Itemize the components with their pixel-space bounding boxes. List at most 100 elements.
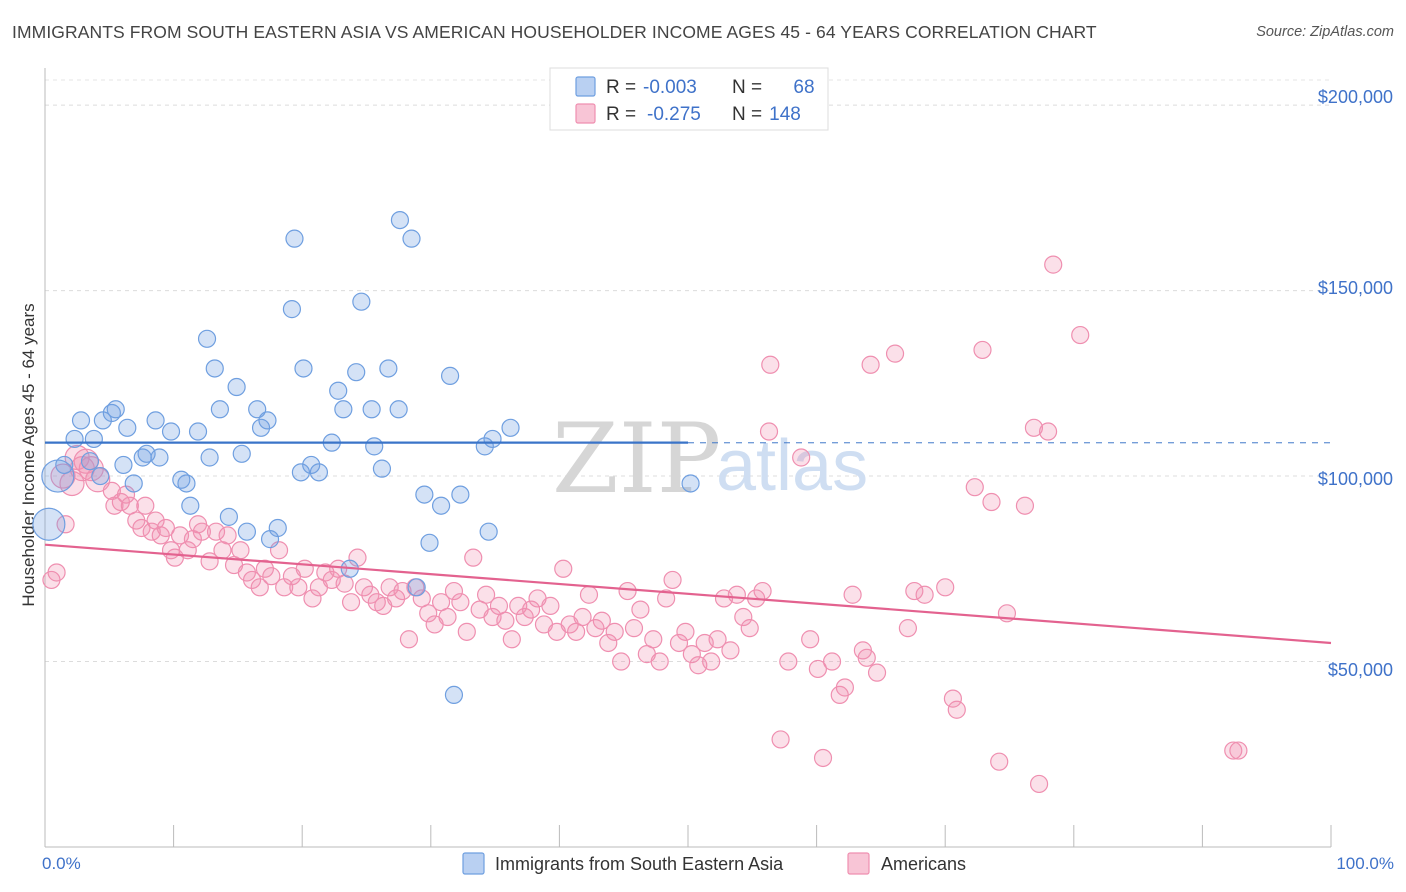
- legend-swatch-americans: [847, 852, 870, 875]
- legend-swatch-blue: [575, 76, 596, 97]
- immigrants-point: [161, 422, 181, 441]
- americans-point: [592, 611, 611, 630]
- y-tick-label: $150,000: [1318, 278, 1393, 298]
- immigrants-point: [268, 518, 287, 538]
- americans-point: [905, 581, 924, 601]
- americans-point: [515, 607, 534, 627]
- americans-point: [965, 478, 984, 497]
- americans-point: [771, 730, 790, 749]
- americans-point: [822, 652, 842, 671]
- americans-point: [206, 522, 226, 541]
- x-tick-label-min: 0.0%: [42, 854, 81, 873]
- americans-point: [734, 607, 753, 627]
- americans-point: [541, 596, 560, 615]
- americans-point: [218, 526, 237, 545]
- americans-point: [156, 518, 175, 538]
- legend-r-label: R =: [606, 104, 636, 125]
- americans-point: [947, 700, 966, 719]
- immigrants-point: [55, 455, 74, 475]
- americans-point: [386, 589, 406, 608]
- americans-point: [761, 355, 780, 374]
- legend-n-label: N =: [732, 104, 762, 125]
- americans-point: [669, 633, 689, 653]
- americans-point: [361, 585, 380, 604]
- immigrants-point: [362, 400, 381, 419]
- americans-point: [262, 567, 281, 586]
- americans-point: [801, 630, 820, 649]
- immigrants-point: [285, 229, 304, 248]
- americans-point: [779, 652, 798, 671]
- legend-n-label: N =: [732, 77, 762, 98]
- americans-point: [295, 559, 314, 578]
- immigrants-point: [365, 437, 384, 456]
- americans-point: [936, 578, 955, 597]
- americans-point: [457, 622, 476, 641]
- immigrants-point: [150, 448, 169, 467]
- immigrants-point: [402, 229, 421, 248]
- americans-point: [973, 340, 992, 360]
- x-tick-label-max: 100.0%: [1336, 854, 1394, 873]
- americans-point: [399, 630, 419, 649]
- immigrants-point: [197, 329, 217, 348]
- americans-point: [676, 622, 695, 641]
- legend-series-immigrants: Immigrants from South Eastern Asia: [495, 854, 784, 874]
- legend-r-value: -0.003: [643, 77, 697, 98]
- immigrants-point: [232, 444, 251, 463]
- immigrants-point: [282, 300, 302, 319]
- immigrants-point: [444, 685, 464, 705]
- watermark-zip: ZIP: [552, 403, 721, 515]
- americans-point: [419, 604, 438, 623]
- immigrants-point: [227, 377, 246, 397]
- immigrants-point: [334, 400, 353, 419]
- americans-point: [47, 563, 66, 582]
- stats-legend: R = -0.003 N = 68 R = -0.275 N = 148: [549, 67, 829, 131]
- immigrants-point: [309, 463, 329, 482]
- americans-point: [1229, 741, 1248, 760]
- americans-point: [354, 578, 374, 597]
- immigrants-point: [451, 485, 470, 504]
- immigrants-point: [372, 459, 392, 478]
- trend-lines: [44, 441, 1332, 645]
- americans-point: [857, 648, 876, 667]
- immigrants-point: [379, 359, 398, 378]
- americans-point: [740, 619, 759, 638]
- americans-series: [42, 255, 1248, 794]
- legend-r-value: -0.275: [647, 104, 701, 125]
- americans-point: [476, 585, 496, 604]
- immigrants-point: [181, 496, 200, 515]
- legend-swatch-immigrants: [462, 852, 485, 875]
- americans-point: [502, 630, 521, 649]
- americans-point: [721, 641, 740, 660]
- immigrants-point: [210, 400, 229, 419]
- immigrants-point: [483, 429, 502, 449]
- americans-point: [943, 689, 963, 708]
- americans-point: [573, 607, 592, 627]
- americans-point: [631, 600, 650, 619]
- americans-point: [644, 630, 663, 649]
- americans-point: [496, 611, 515, 630]
- americans-point: [438, 607, 457, 627]
- immigrants-point: [205, 359, 224, 378]
- immigrants-point: [71, 411, 91, 430]
- y-tick-labels: $200,000 $150,000 $100,000 $50,000: [1318, 87, 1393, 680]
- americans-point: [341, 593, 361, 612]
- immigrants-point: [80, 452, 100, 471]
- immigrants-point: [84, 429, 103, 449]
- immigrants-point: [681, 474, 700, 493]
- immigrants-point: [237, 522, 257, 541]
- americans-point: [612, 652, 631, 671]
- americans-trend-line: [44, 543, 1332, 645]
- immigrants-point: [420, 533, 439, 552]
- americans-point: [618, 581, 637, 601]
- immigrants-point: [118, 418, 137, 437]
- americans-point: [843, 585, 862, 604]
- americans-point: [605, 622, 624, 641]
- americans-point: [554, 559, 573, 578]
- americans-point: [1015, 496, 1035, 515]
- immigrants-point: [91, 466, 110, 486]
- immigrants-point: [65, 429, 84, 449]
- legend-r-label: R =: [606, 77, 636, 98]
- immigrants-point: [431, 496, 451, 515]
- gridlines: [45, 79, 1331, 663]
